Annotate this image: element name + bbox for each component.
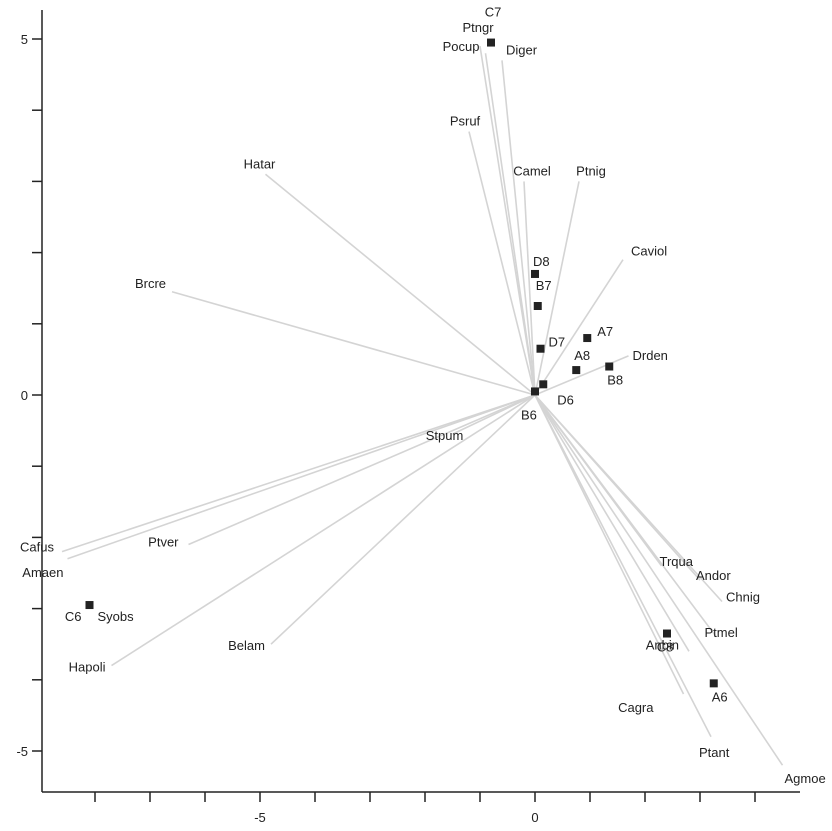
vector-line-pocup (484, 53, 536, 396)
vector-line-ptmel (534, 394, 718, 638)
site-label-a6: A6 (712, 689, 728, 704)
vector-label-agmoe: Agmoe (785, 771, 826, 786)
vector-label-amaen: Amaen (22, 565, 63, 580)
vector-line-camel (523, 181, 536, 396)
vector-label-syobs: Syobs (98, 609, 135, 624)
vector-label-ptant: Ptant (699, 745, 730, 760)
vector-label-psruf: Psruf (450, 114, 481, 129)
site-marker-c8 (663, 629, 671, 638)
vector-line-cagra (534, 394, 685, 695)
vector-label-pocup: Pocup (443, 39, 480, 54)
y-tick-label: 5 (21, 32, 28, 47)
site-marker-b6 (531, 387, 539, 396)
vector-line-ptnig (534, 181, 580, 396)
point-labels: Ptngr Pocup Diger Psruf Hatar Camel Ptnig Brcre… (20, 5, 826, 787)
vector-line-diger (501, 60, 536, 396)
site-marker-c6 (85, 601, 94, 610)
vector-label-chnig: Chnig (726, 589, 760, 604)
y-tick-label: 0 (21, 388, 28, 403)
vector-line-psruf (468, 131, 536, 396)
site-marker-b8 (605, 362, 614, 371)
site-label-c8: C8 (657, 640, 674, 655)
site-marker-d7 (536, 344, 545, 353)
site-label-d6: D6 (557, 392, 574, 407)
y-tick-label: -5 (16, 744, 28, 759)
x-tick-label: 0 (531, 810, 538, 825)
vector-label-cagra: Cagra (618, 700, 654, 715)
vector-label-drden: Drden (633, 348, 668, 363)
site-label-d8: D8 (533, 254, 550, 269)
vector-label-belam: Belam (228, 638, 265, 653)
site-marker-d6 (539, 380, 548, 389)
vector-line-cafus (61, 394, 536, 553)
vector-label-brcre: Brcre (135, 276, 166, 291)
vector-label-anbin: Anbin (646, 637, 679, 652)
site-marker-c7 (487, 38, 495, 47)
site-marker-a8 (572, 366, 581, 375)
vector-line-brcre (171, 290, 536, 396)
vector-line-hatar (264, 173, 536, 396)
site-markers (85, 38, 718, 688)
vector-line-drden (534, 355, 629, 396)
vector-line-chnig (534, 394, 723, 603)
vector-line-belam (270, 394, 536, 645)
vector-label-stpum: Stpum (426, 428, 464, 443)
vector-label-andor: Andor (696, 568, 731, 583)
site-marker-a7 (583, 334, 592, 343)
site-label-a7: A7 (597, 324, 613, 339)
axes: -5 0 5 0 -5 (16, 10, 800, 825)
site-marker-b7 (533, 302, 542, 310)
x-tick-label: -5 (254, 810, 266, 825)
vector-line-hapoli (111, 394, 536, 667)
vector-label-caviol: Caviol (631, 244, 667, 259)
site-label-c6: C6 (65, 609, 82, 624)
site-label-b8: B8 (607, 373, 623, 388)
vector-label-ptnig: Ptnig (576, 163, 606, 178)
site-marker-a6 (709, 679, 718, 688)
vector-label-camel: Camel (513, 163, 551, 178)
vector-line-ptant (534, 394, 712, 738)
site-label-b6: B6 (521, 407, 537, 422)
vector-label-ptmel: Ptmel (705, 625, 738, 640)
site-label-c7: C7 (485, 5, 502, 20)
site-marker-d8 (531, 269, 539, 278)
site-label-a8: A8 (574, 348, 590, 363)
vector-line-agmoe (534, 394, 784, 766)
vector-line-amaen (67, 394, 536, 560)
site-label-b7: B7 (536, 278, 552, 293)
vector-line-anbin (534, 394, 690, 652)
vector-label-diger: Diger (506, 42, 538, 57)
vector-label-hapoli: Hapoli (69, 660, 106, 675)
vector-lines (61, 45, 784, 766)
vector-label-ptngr: Ptngr (462, 20, 494, 35)
site-label-d7: D7 (549, 335, 566, 350)
vector-line-caviol (534, 259, 624, 396)
vector-label-trqua: Trqua (660, 554, 694, 569)
vector-label-cafus: Cafus (20, 540, 54, 555)
vector-label-ptver: Ptver (148, 535, 179, 550)
vector-line-ptver (188, 394, 536, 546)
vector-label-hatar: Hatar (244, 156, 276, 171)
